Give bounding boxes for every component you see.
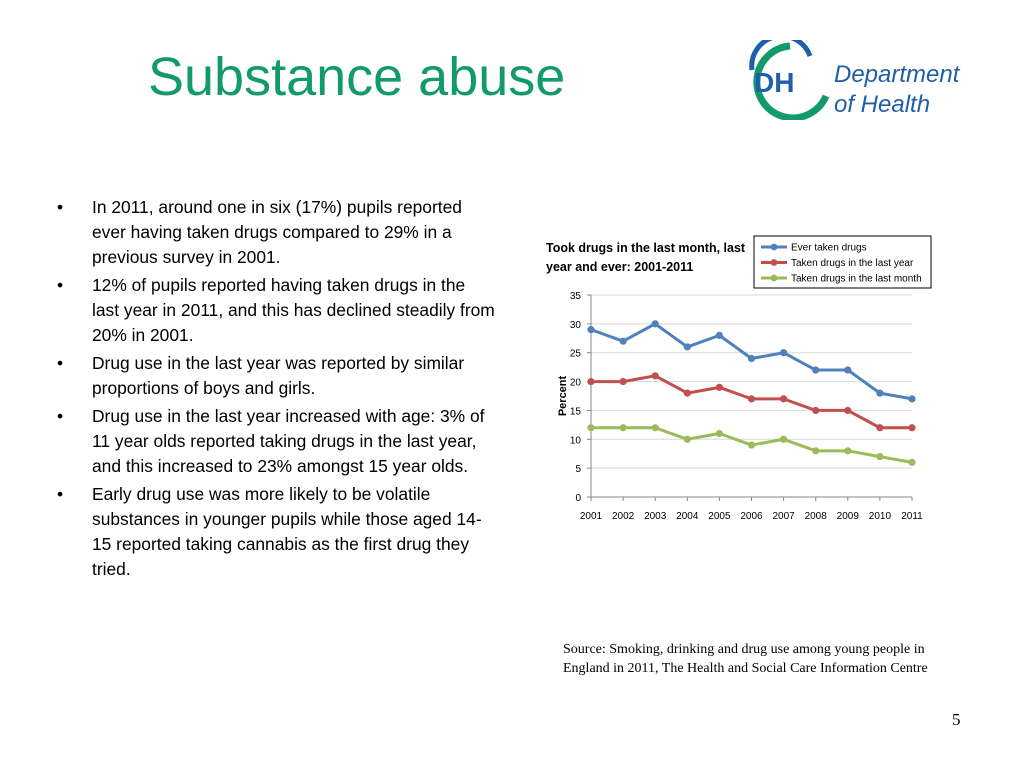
bullet-item: • 12% of pupils reported having taken dru… — [57, 273, 497, 348]
data-point — [812, 366, 820, 374]
data-point — [715, 383, 723, 391]
logo-arc-green — [753, 42, 830, 120]
y-axis-label: Percent — [557, 375, 569, 416]
data-point — [747, 354, 756, 363]
bullet-text: Drug use in the last year was reported b… — [92, 353, 465, 398]
x-tick-label: 2009 — [837, 511, 860, 522]
bullet-glyph: • — [57, 353, 64, 373]
x-tick-label: 2002 — [612, 511, 635, 522]
legend-label: Taken drugs in the last month — [791, 274, 922, 285]
data-point — [844, 366, 852, 374]
data-point — [812, 447, 820, 455]
data-point — [683, 343, 691, 351]
dh-logo: DH Department of Health — [749, 40, 961, 120]
y-tick-label: 5 — [575, 464, 581, 475]
x-tick-label: 2005 — [708, 511, 731, 522]
bullet-item: • Early drug use was more likely to be vo… — [57, 482, 497, 582]
logo-arc-blue — [749, 40, 813, 71]
data-point — [683, 435, 691, 443]
x-tick-label: 2008 — [805, 511, 828, 522]
x-tick-label: 2004 — [676, 511, 699, 522]
x-tick-label: 2007 — [772, 511, 795, 522]
data-point — [876, 389, 884, 397]
data-point — [844, 406, 852, 415]
legend-label: Taken drugs in the last year — [791, 258, 914, 269]
bullet-glyph: • — [57, 406, 64, 426]
data-point — [587, 424, 595, 432]
legend-marker — [770, 259, 778, 266]
bullet-text: In 2011, around one in six (17%) pupils … — [92, 197, 462, 267]
bullet-item: • In 2011, around one in six (17%) pupils… — [57, 195, 497, 270]
legend-marker — [770, 274, 778, 282]
bullet-text: 12% of pupils reported having taken drug… — [92, 275, 495, 345]
slide-title: Substance abuse — [148, 47, 566, 107]
data-point — [876, 424, 884, 432]
data-point — [651, 372, 659, 380]
data-point — [683, 389, 691, 397]
legend-marker — [770, 243, 778, 251]
y-tick-label: 10 — [570, 435, 582, 446]
x-tick-label: 2011 — [901, 511, 923, 522]
data-point — [715, 331, 723, 339]
data-point — [587, 377, 595, 386]
logo-mark: DH — [754, 67, 794, 98]
data-point — [908, 458, 916, 466]
y-tick-label: 25 — [570, 349, 582, 360]
data-point — [780, 349, 788, 357]
source-note: Source: Smoking, drinking and drug use a… — [563, 642, 928, 676]
bullet-glyph: • — [57, 275, 64, 295]
logo-line2: of Health — [834, 91, 930, 118]
data-point — [747, 395, 756, 403]
bullet-item: • Drug use in the last year increased wit… — [57, 404, 497, 479]
chart-title-line: Took drugs in the last month, last — [546, 241, 746, 255]
data-point — [619, 377, 627, 386]
bullet-list: • In 2011, around one in six (17%) pupils… — [57, 195, 497, 585]
x-tick-label: 2010 — [869, 511, 892, 522]
legend-label: Ever taken drugs — [791, 243, 867, 254]
x-tick-label: 2003 — [644, 511, 667, 522]
data-point — [876, 453, 884, 461]
data-point — [908, 395, 916, 403]
x-tick-label: 2001 — [580, 511, 603, 522]
y-tick-label: 30 — [570, 320, 582, 331]
line-chart: Took drugs in the last month, last year a… — [546, 235, 932, 522]
data-point — [619, 424, 627, 432]
data-point — [780, 435, 788, 443]
data-point — [587, 326, 595, 334]
data-point — [780, 395, 788, 403]
data-point — [619, 337, 627, 345]
bullet-text: Early drug use was more likely to be vol… — [92, 484, 482, 579]
data-point — [844, 447, 852, 455]
chart-title-line: year and ever: 2001-2011 — [546, 260, 693, 274]
bullet-glyph: • — [57, 484, 64, 504]
data-point — [715, 429, 723, 438]
y-tick-label: 0 — [575, 493, 581, 504]
bullet-glyph: • — [57, 197, 64, 217]
x-tick-label: 2006 — [740, 511, 763, 522]
bullet-item: • Drug use in the last year was reported … — [57, 351, 497, 401]
y-tick-label: 20 — [570, 378, 582, 389]
data-point — [651, 424, 659, 432]
data-point — [812, 406, 820, 415]
y-tick-label: 15 — [570, 406, 582, 417]
logo-line1: Department — [834, 61, 961, 88]
data-point — [747, 441, 756, 449]
y-tick-label: 35 — [570, 291, 582, 302]
bullet-text: Drug use in the last year increased with… — [92, 406, 485, 476]
data-point — [651, 320, 659, 328]
data-point — [908, 424, 916, 432]
page-number: 5 — [952, 710, 961, 729]
